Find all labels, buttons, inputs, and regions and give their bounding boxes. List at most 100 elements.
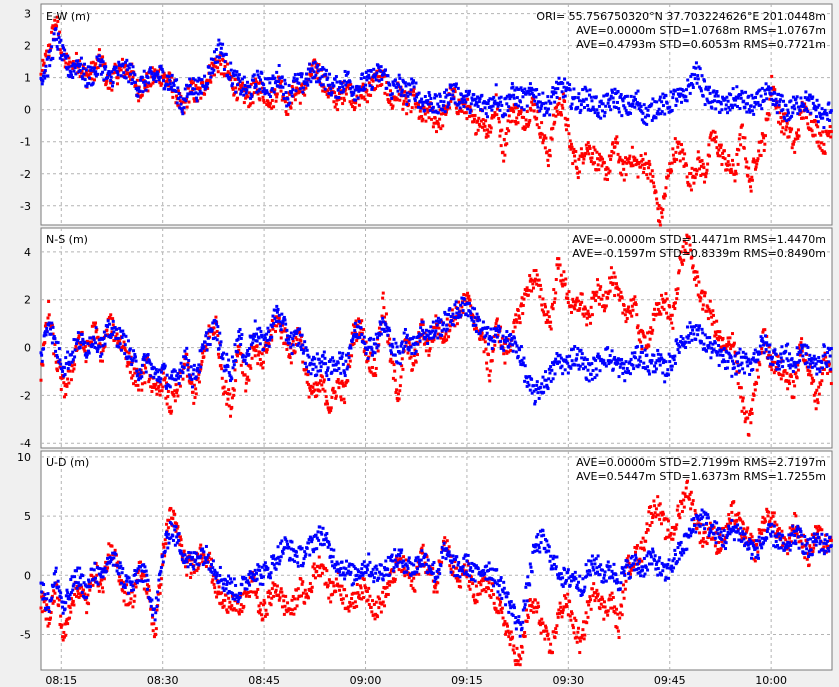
data-point	[622, 303, 626, 307]
data-point	[785, 119, 789, 123]
data-point	[294, 89, 298, 93]
data-point	[796, 363, 800, 367]
data-point	[763, 341, 767, 345]
data-point	[375, 71, 379, 75]
data-point	[300, 333, 304, 337]
data-point	[419, 326, 423, 330]
data-point	[222, 53, 226, 57]
data-point	[352, 333, 356, 337]
data-point	[85, 84, 89, 88]
data-point	[576, 96, 580, 100]
data-point	[243, 358, 247, 362]
data-point	[813, 105, 817, 109]
data-point	[551, 377, 555, 381]
data-point	[524, 292, 528, 296]
data-point	[364, 70, 368, 74]
data-point	[212, 68, 216, 72]
data-point	[266, 100, 270, 104]
data-point	[125, 350, 129, 354]
data-point	[194, 96, 198, 100]
data-point	[300, 75, 304, 79]
data-point	[699, 173, 703, 177]
data-point	[42, 61, 46, 65]
data-point	[748, 409, 752, 413]
data-point	[399, 93, 403, 97]
data-point	[385, 93, 389, 97]
data-point	[386, 333, 390, 337]
data-point	[690, 255, 694, 259]
data-point	[275, 70, 279, 74]
data-point	[791, 95, 795, 99]
data-point	[580, 356, 584, 360]
data-point	[45, 49, 49, 53]
data-point	[186, 84, 190, 88]
data-point	[423, 112, 427, 116]
data-point	[739, 143, 743, 147]
data-point	[581, 88, 585, 92]
data-point	[253, 354, 257, 358]
data-point	[547, 99, 551, 103]
data-point	[192, 401, 196, 405]
data-point	[163, 75, 167, 79]
data-point	[736, 382, 740, 386]
data-point	[597, 295, 601, 299]
data-point	[507, 345, 511, 349]
data-point	[615, 100, 619, 104]
data-point	[143, 358, 147, 362]
data-point	[290, 94, 294, 98]
data-point	[772, 99, 776, 103]
data-point	[156, 370, 160, 374]
data-point	[828, 129, 832, 133]
data-point	[168, 78, 172, 82]
data-point	[778, 373, 782, 377]
data-point	[709, 356, 713, 360]
data-point	[510, 336, 514, 340]
data-point	[599, 99, 603, 103]
data-point	[560, 282, 564, 286]
data-point	[149, 362, 153, 366]
data-point	[40, 353, 44, 357]
data-point	[643, 121, 647, 125]
data-point	[653, 100, 657, 104]
data-point	[705, 309, 709, 313]
data-point	[506, 109, 510, 113]
data-point	[78, 68, 82, 72]
data-point	[600, 164, 604, 168]
data-point	[337, 91, 341, 95]
data-point	[581, 312, 585, 316]
data-point	[294, 92, 298, 96]
data-point	[814, 108, 818, 112]
data-point	[592, 293, 596, 297]
data-point	[488, 335, 492, 339]
data-point	[342, 98, 346, 102]
data-point	[483, 340, 487, 344]
data-point	[689, 74, 693, 78]
data-point	[90, 340, 94, 344]
data-point	[707, 143, 711, 147]
data-point	[301, 360, 305, 364]
data-point	[700, 289, 704, 293]
data-point	[375, 69, 379, 73]
data-point	[370, 365, 374, 369]
data-point	[343, 69, 347, 73]
data-point	[48, 43, 52, 47]
data-point	[741, 396, 745, 400]
data-point	[397, 350, 401, 354]
data-point	[166, 77, 170, 81]
data-point	[518, 111, 522, 115]
data-point	[135, 78, 139, 82]
data-point	[96, 335, 100, 339]
data-point	[820, 148, 824, 152]
data-point	[455, 306, 459, 310]
data-point	[760, 350, 764, 354]
data-point	[423, 108, 427, 112]
data-point	[451, 93, 455, 97]
data-point	[44, 333, 48, 337]
data-point	[61, 44, 65, 48]
data-point	[579, 103, 583, 107]
data-point	[424, 119, 428, 123]
data-point	[55, 367, 59, 371]
data-point	[729, 355, 733, 359]
data-point	[488, 97, 492, 101]
data-point	[509, 338, 513, 342]
